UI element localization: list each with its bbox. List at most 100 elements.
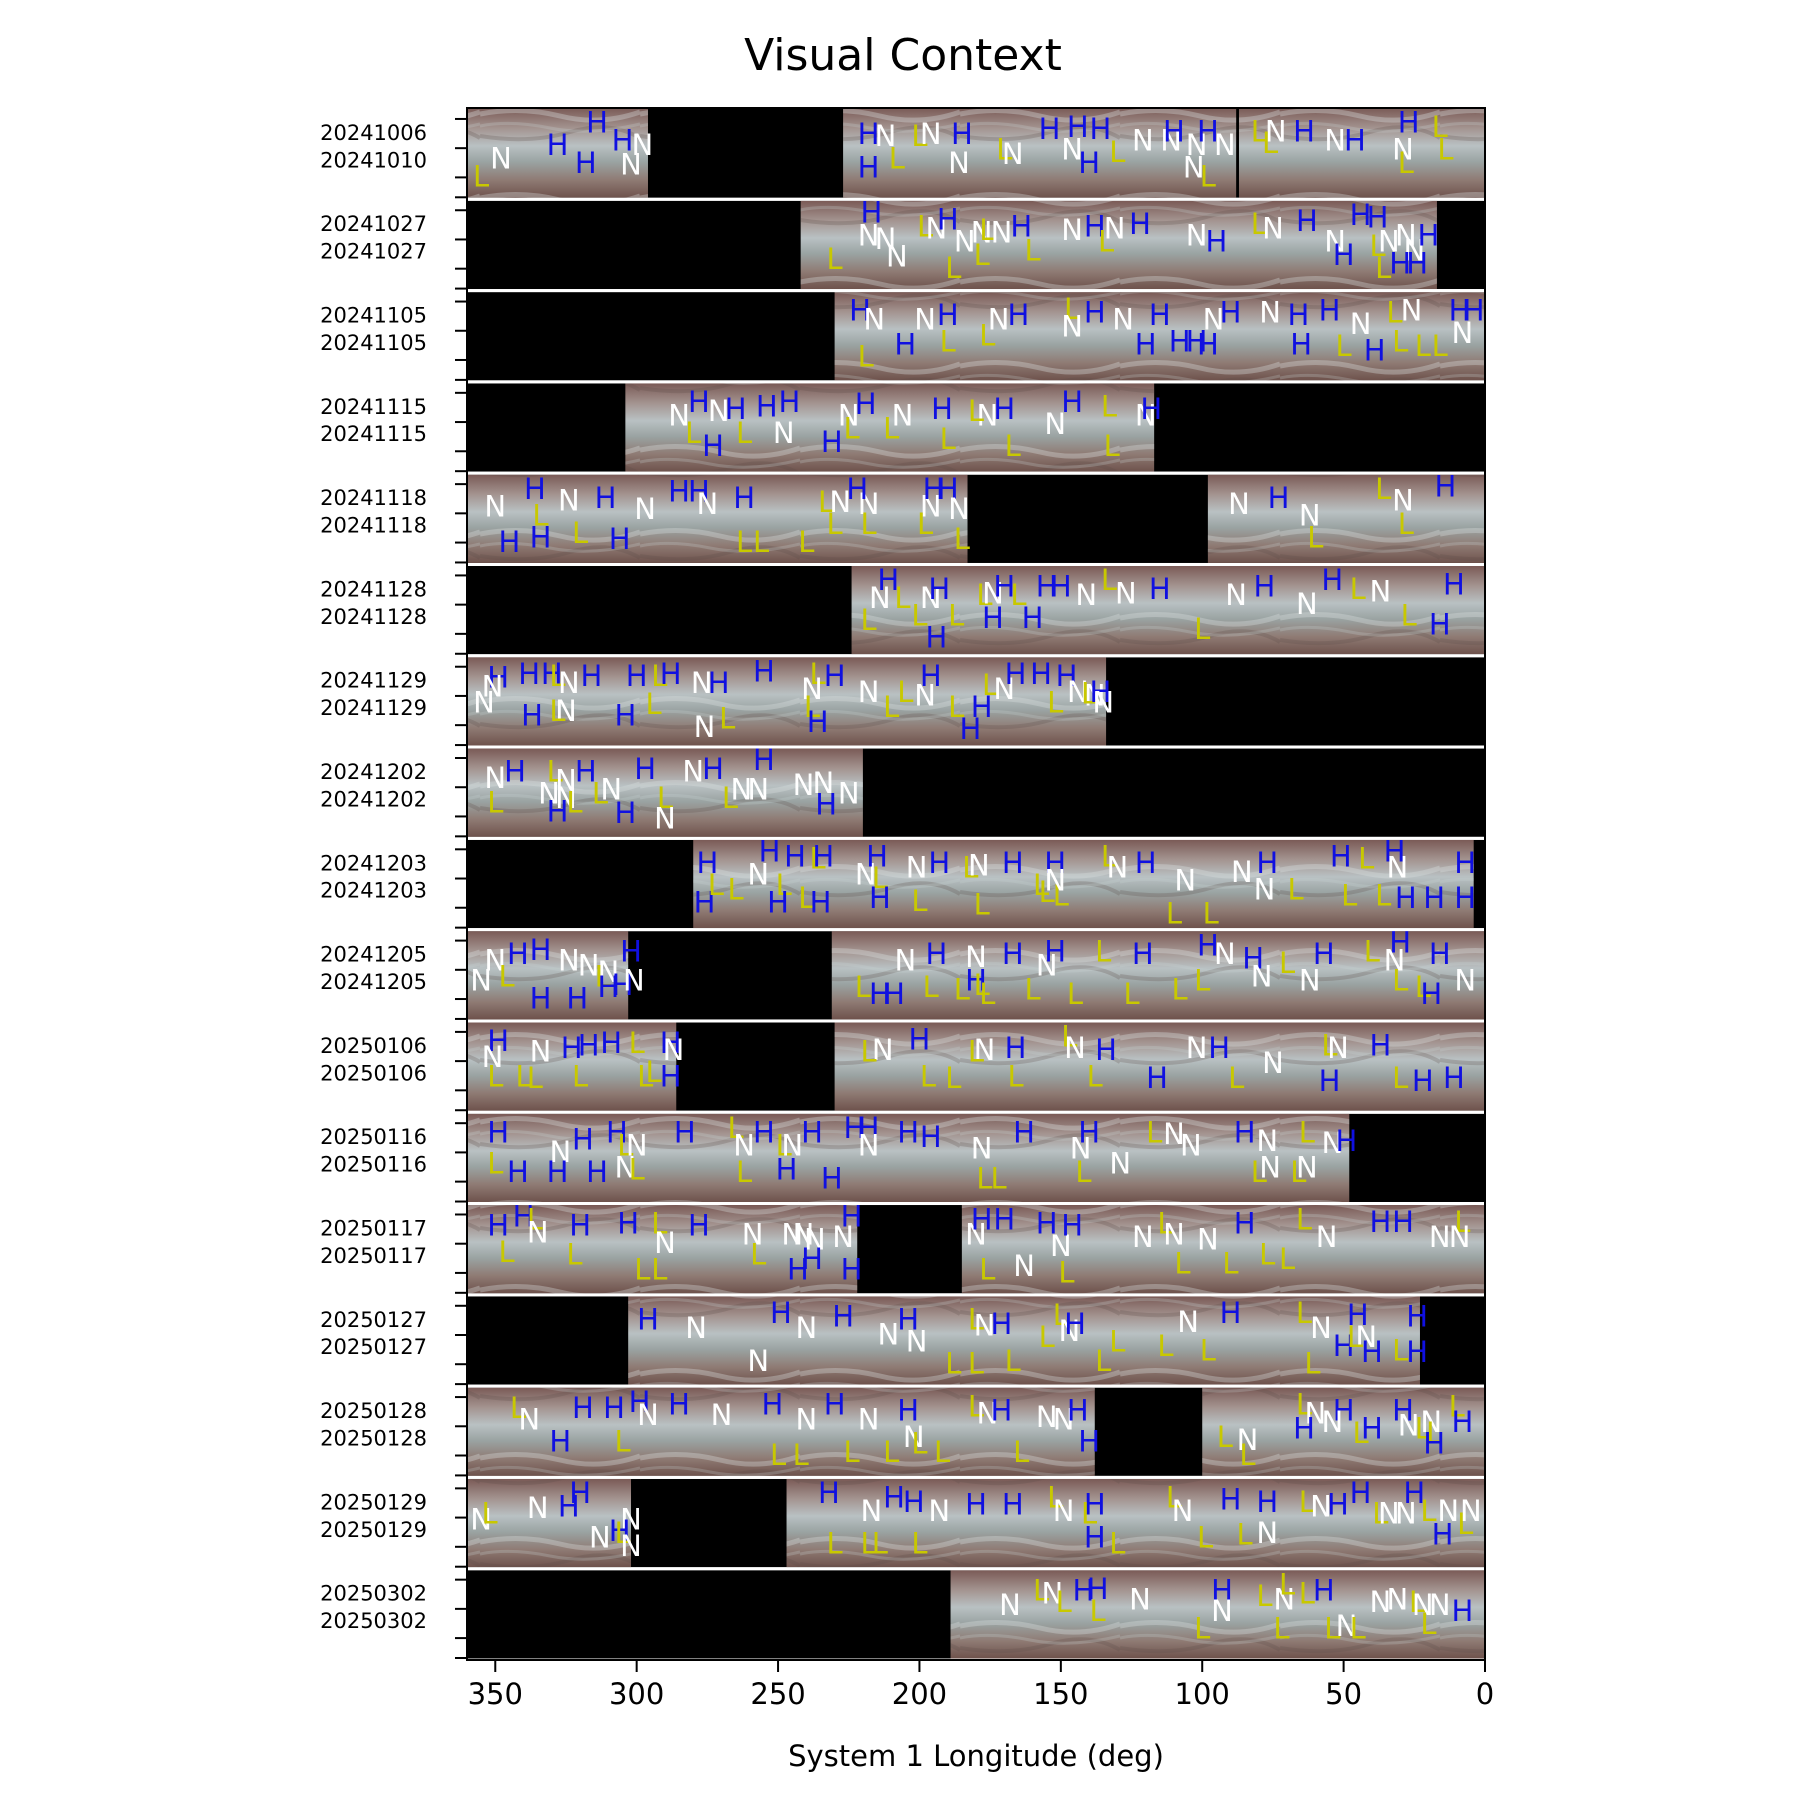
marker-H: H — [566, 981, 588, 1015]
marker-N: N — [920, 117, 942, 151]
marker-H: H — [959, 712, 981, 746]
marker-L: L — [1095, 935, 1111, 969]
marker-L: L — [646, 687, 662, 721]
marker-N: N — [1228, 487, 1250, 521]
marker-H: H — [1186, 325, 1208, 359]
marker-N: N — [914, 678, 936, 712]
marker-H: H — [674, 1115, 696, 1149]
marker-H: H — [1367, 201, 1389, 235]
marker-H: H — [1333, 1394, 1355, 1428]
marker-N: N — [795, 1311, 817, 1345]
marker-H: H — [547, 794, 569, 828]
marker-N: N — [1013, 1249, 1035, 1283]
marker-L: L — [996, 132, 1012, 166]
marker-H: H — [586, 1155, 608, 1189]
marker-H: H — [920, 1120, 942, 1154]
marker-L: L — [728, 1111, 744, 1145]
marker-L: L — [1039, 875, 1055, 909]
marker-H: H — [971, 1202, 993, 1236]
marker-H: H — [597, 970, 619, 1004]
marker-H: H — [1002, 937, 1024, 971]
marker-L: L — [860, 1526, 876, 1560]
marker-L: L — [1336, 329, 1352, 363]
marker-H: H — [660, 657, 682, 691]
marker-H: H — [1005, 657, 1027, 691]
marker-L: L — [1024, 973, 1040, 1007]
marker-N: N — [634, 492, 656, 526]
y-tick-label: 20250302 — [320, 1582, 427, 1606]
marker-L: L — [1058, 1255, 1074, 1289]
marker-N: N — [1299, 964, 1321, 998]
marker-N: N — [1378, 225, 1400, 259]
coverage-texture — [467, 1022, 677, 1111]
y-tick-label: 20250117 — [320, 1244, 427, 1268]
marker-H: H — [753, 655, 775, 689]
marker-N: N — [1420, 1405, 1442, 1439]
marker-N: N — [555, 763, 577, 797]
marker-H: H — [547, 1155, 569, 1189]
marker-L: L — [1200, 159, 1216, 193]
y-tick-label: 20250127 — [320, 1335, 427, 1359]
marker-N: N — [948, 492, 970, 526]
marker-L: L — [1081, 1496, 1097, 1530]
marker-L: L — [827, 1526, 843, 1560]
marker-H: H — [1296, 204, 1318, 238]
marker-L: L — [651, 659, 667, 693]
marker-H: H — [1406, 247, 1428, 281]
marker-L: L — [976, 1161, 992, 1195]
marker-H: H — [801, 1242, 823, 1276]
marker-N: N — [1304, 1396, 1326, 1430]
marker-L: L — [1392, 1061, 1408, 1095]
marker-N: N — [1310, 1311, 1332, 1345]
marker-L: L — [858, 340, 874, 374]
marker-N: N — [1395, 218, 1417, 252]
marker-H: H — [1429, 607, 1451, 641]
marker-N: N — [1237, 1423, 1259, 1457]
marker-L: L — [897, 675, 913, 709]
marker-H: H — [1330, 840, 1352, 874]
marker-H: H — [725, 392, 747, 426]
marker-L: L — [1033, 868, 1049, 902]
marker-L: L — [843, 1435, 859, 1469]
marker-H: H — [1044, 935, 1066, 969]
marker-H: H — [1268, 481, 1290, 515]
marker-H: H — [846, 472, 868, 506]
marker-L: L — [1415, 329, 1431, 363]
y-tick-label: 20250128 — [320, 1426, 427, 1450]
marker-N: N — [668, 398, 690, 432]
marker-L: L — [860, 507, 876, 541]
marker-H: H — [1392, 1394, 1414, 1428]
marker-H: H — [1384, 834, 1406, 868]
marker-L: L — [634, 1253, 650, 1287]
marker-N: N — [470, 1503, 492, 1537]
marker-L: L — [962, 850, 978, 884]
marker-N: N — [965, 940, 987, 974]
marker-N: N — [623, 964, 645, 998]
marker-L: L — [1101, 563, 1117, 597]
marker-H: H — [1095, 1033, 1117, 1067]
marker-N: N — [861, 1494, 883, 1528]
y-tick-label: 20241115 — [320, 422, 427, 446]
marker-N: N — [795, 1403, 817, 1437]
marker-N: N — [1321, 1126, 1343, 1160]
coverage-texture — [851, 565, 1485, 655]
marker-H: H — [1254, 569, 1276, 603]
marker-H: H — [1061, 1208, 1083, 1242]
marker-L: L — [1457, 1507, 1473, 1541]
marker-N: N — [694, 710, 716, 744]
marker-H: H — [702, 752, 724, 786]
marker-N: N — [829, 485, 851, 519]
marker-H: H — [883, 1481, 905, 1515]
y-tick-label: 20250116 — [320, 1125, 427, 1149]
marker-N: N — [747, 857, 769, 891]
marker-L: L — [499, 959, 515, 993]
marker-N: N — [1132, 123, 1154, 157]
marker-H: H — [832, 1300, 854, 1334]
x-axis: 350 300 250 200 150 100 50 0 — [468, 1660, 1494, 1711]
marker-L: L — [1039, 1320, 1055, 1354]
marker-H: H — [965, 1488, 987, 1522]
marker-N: N — [1370, 1585, 1392, 1619]
